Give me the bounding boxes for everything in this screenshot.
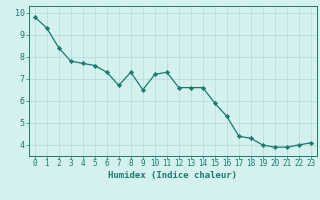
X-axis label: Humidex (Indice chaleur): Humidex (Indice chaleur)	[108, 171, 237, 180]
